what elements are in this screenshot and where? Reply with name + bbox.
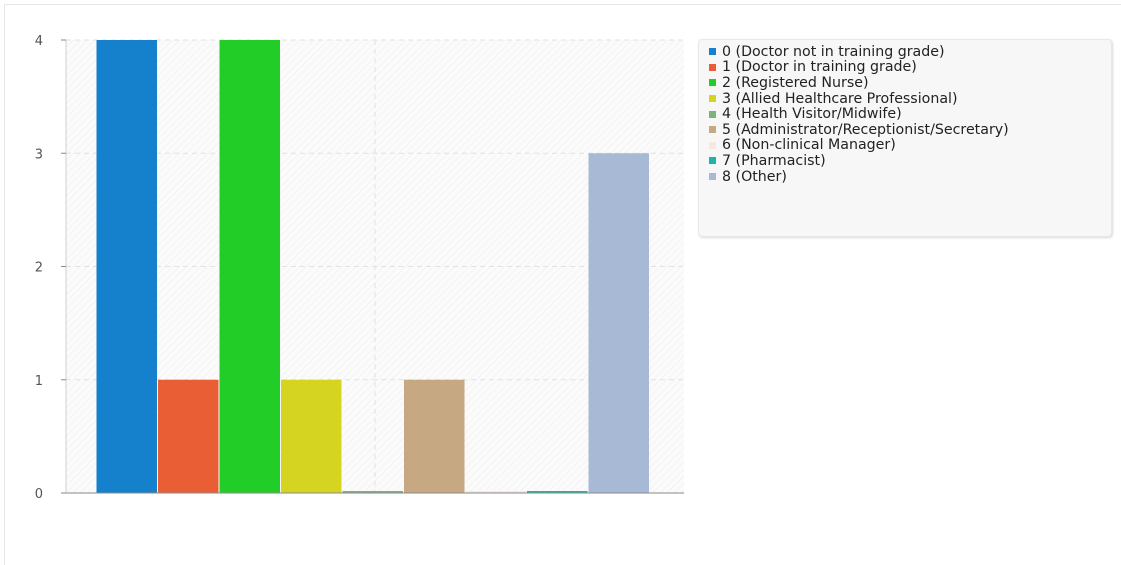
bar-6[interactable] (465, 491, 527, 493)
bar-0[interactable] (96, 40, 158, 493)
legend-label: 0 (Doctor not in training grade) (722, 43, 945, 60)
bars (96, 40, 650, 493)
legend-swatch (709, 173, 716, 181)
legend-label: 7 (Pharmacist) (722, 152, 826, 169)
legend-swatch (709, 63, 716, 71)
legend-label: 6 (Non-clinical Manager) (722, 137, 896, 154)
legend-item[interactable]: 1 (Doctor in training grade) (709, 59, 1111, 76)
legend-label: 3 (Allied Healthcare Professional) (722, 90, 958, 107)
legend-label: 1 (Doctor in training grade) (722, 59, 917, 76)
legend-swatch (709, 79, 716, 87)
bar-7[interactable] (527, 491, 588, 493)
y-tick-labels: 0 1 2 3 4 (35, 34, 66, 502)
legend-item[interactable]: 3 (Allied Healthcare Professional) (709, 91, 1111, 107)
legend-item[interactable]: 0 (Doctor not in training grade) (709, 44, 1111, 60)
bar-1[interactable] (158, 379, 219, 493)
y-tick-label: 4 (35, 34, 43, 49)
bar-3[interactable] (281, 379, 342, 493)
y-tick-label: 2 (35, 261, 43, 276)
legend-label: 8 (Other) (722, 168, 787, 185)
legend-swatch (709, 95, 716, 103)
legend: 0 (Doctor not in training grade) 1 (Docto… (698, 39, 1112, 237)
bar-8[interactable] (588, 153, 650, 493)
legend-swatch (709, 157, 716, 165)
bar-2[interactable] (219, 40, 281, 493)
legend-swatch (709, 126, 716, 134)
legend-label: 5 (Administrator/Receptionist/Secretary) (722, 121, 1009, 138)
legend-item[interactable]: 2 (Registered Nurse) (709, 75, 1111, 91)
bar-5[interactable] (404, 379, 465, 493)
legend-item[interactable]: 4 (Health Visitor/Midwife) (709, 106, 1111, 122)
legend-item[interactable]: 5 (Administrator/Receptionist/Secretary) (709, 122, 1111, 138)
legend-label: 2 (Registered Nurse) (722, 74, 869, 91)
grid-lines (66, 39, 684, 493)
legend-label: 4 (Health Visitor/Midwife) (722, 106, 902, 123)
legend-item[interactable]: 8 (Other) (709, 169, 1111, 185)
y-tick-label: 0 (35, 487, 43, 502)
legend-item[interactable]: 7 (Pharmacist) (709, 153, 1111, 169)
legend-swatch (709, 48, 716, 56)
legend-swatch (709, 141, 716, 149)
legend-item[interactable]: 6 (Non-clinical Manager) (709, 137, 1111, 154)
bar-4[interactable] (342, 491, 404, 493)
y-tick-label: 3 (35, 147, 43, 162)
legend-swatch (709, 110, 716, 118)
y-tick-label: 1 (35, 374, 43, 389)
